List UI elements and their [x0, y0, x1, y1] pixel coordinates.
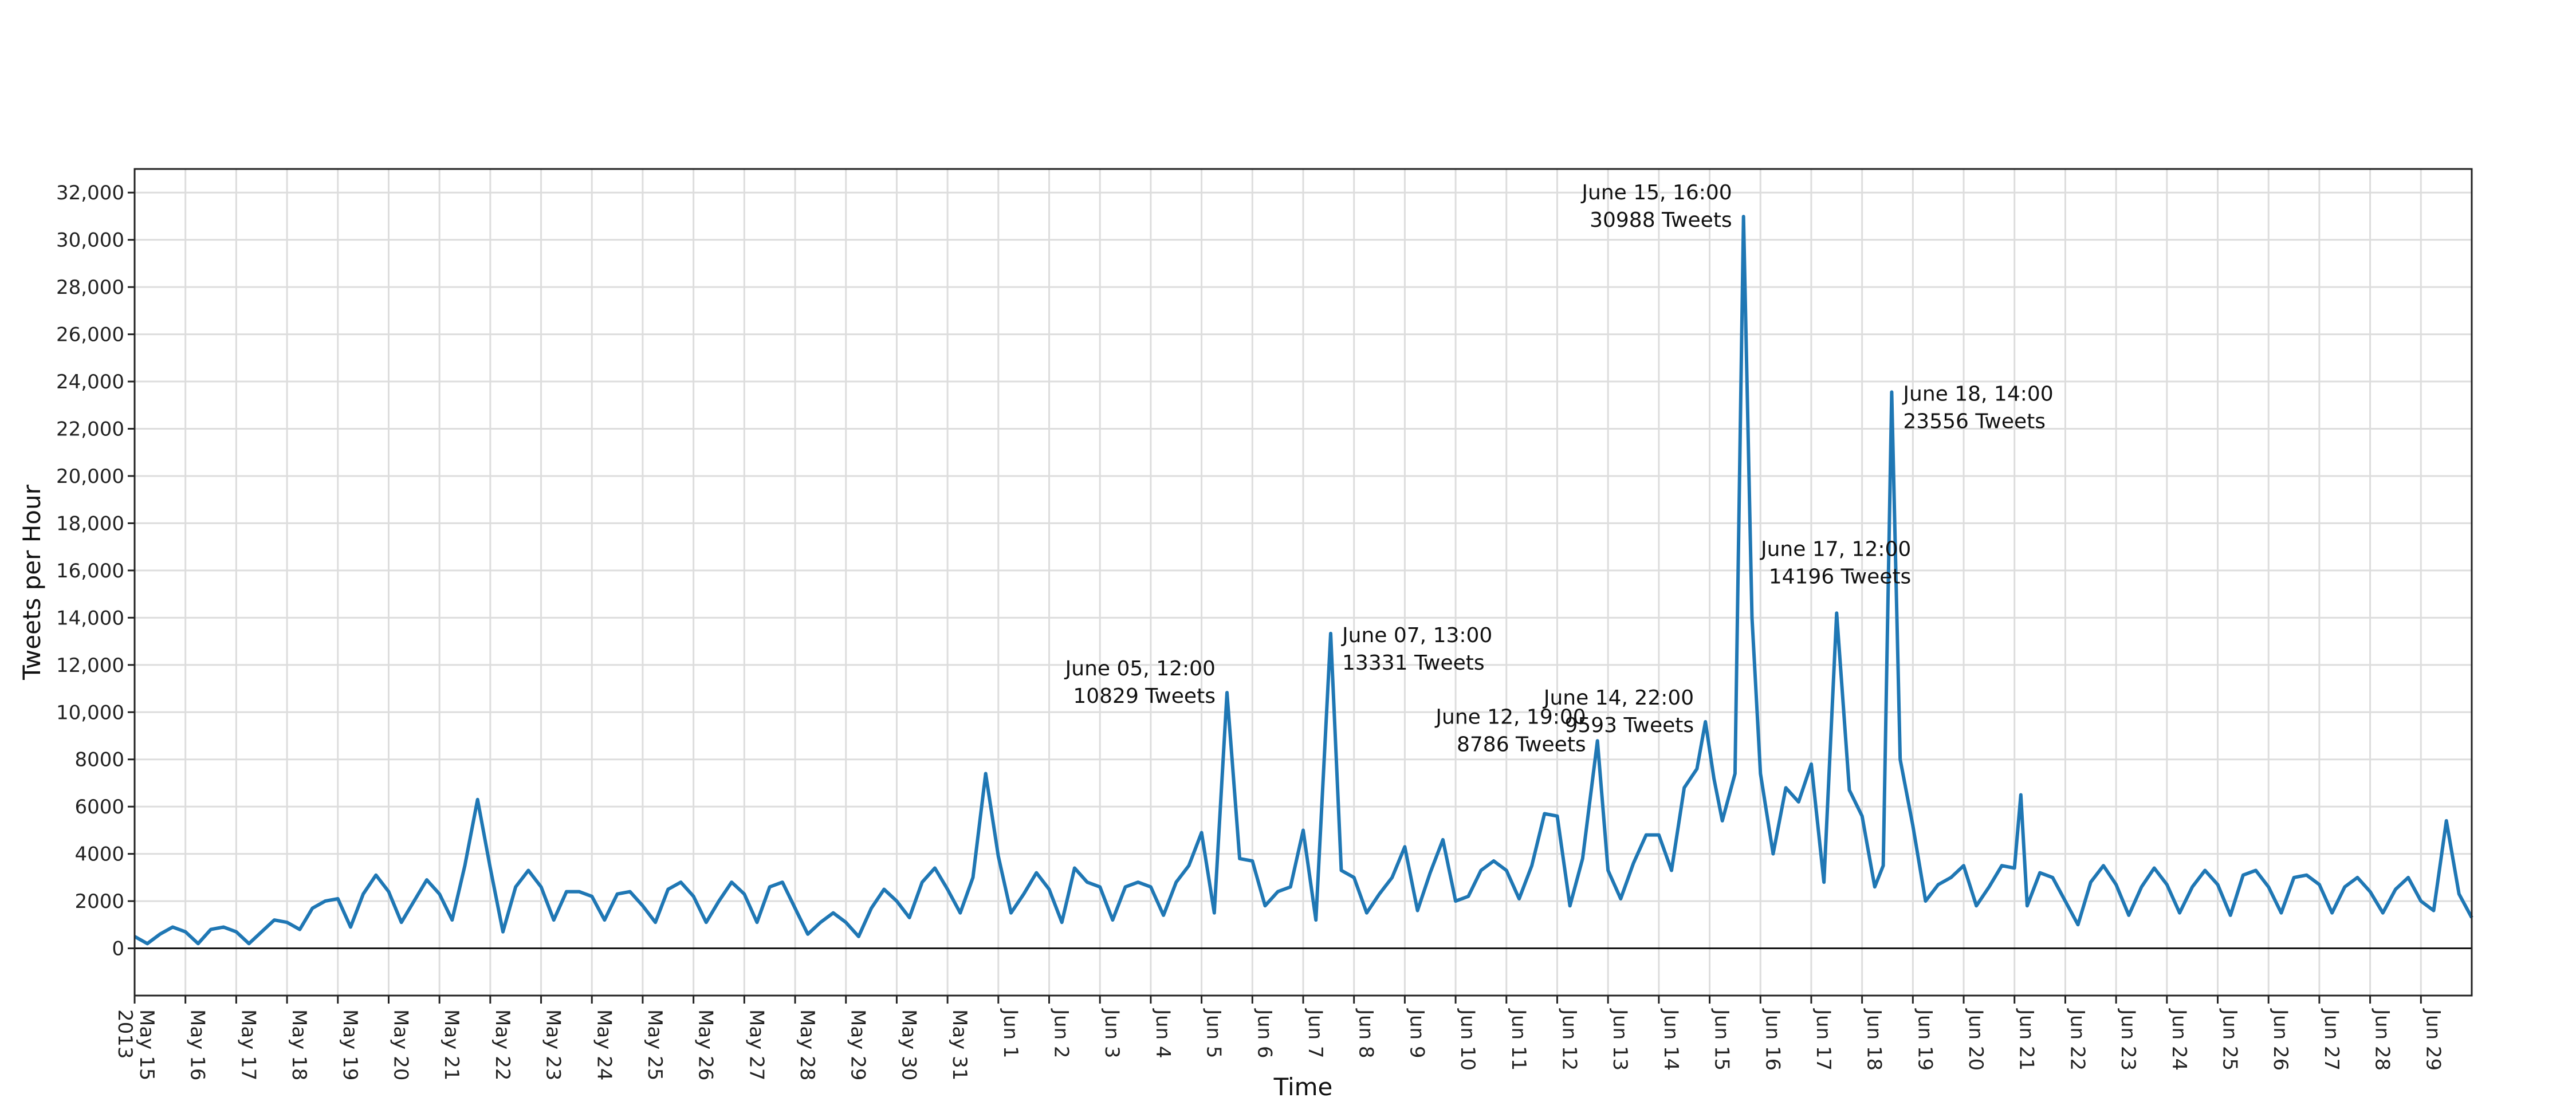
gridlines	[133, 169, 2472, 996]
y-axis-title: Tweets per Hour	[18, 484, 46, 680]
y-tick-label: 8000	[74, 749, 124, 772]
x-tick-label: May 15	[135, 1009, 158, 1080]
x-tick-label: May 17	[237, 1009, 259, 1080]
annotation-time: June 18, 14:00	[1902, 382, 2053, 406]
peak-annotation: June 15, 16:00 30988 Tweets	[1580, 181, 1732, 232]
x-tick-label: May 22	[491, 1009, 514, 1080]
annotation-count: 23556 Tweets	[1903, 410, 2046, 433]
x-tick-label: Jun 5	[1202, 1008, 1225, 1059]
x-tick-label: Jun 29	[2421, 1008, 2444, 1071]
x-tick-label: Jun 13	[1608, 1008, 1631, 1071]
y-tick-label: 14,000	[56, 607, 124, 630]
annotation-count: 13331 Tweets	[1342, 651, 1485, 675]
x-tick-label: Jun 24	[2168, 1008, 2190, 1071]
x-tick-label: May 30	[897, 1009, 920, 1080]
x-tick-label: Jun 27	[2320, 1008, 2343, 1071]
x-tick-label: Jun 26	[2269, 1008, 2292, 1071]
y-tick-label: 22,000	[56, 418, 124, 441]
x-tick-label: May 18	[288, 1009, 310, 1080]
x-tick-label: Jun 23	[2117, 1008, 2140, 1071]
x-tick-label: Jun 19	[1913, 1008, 1936, 1071]
x-tick-label: Jun 11	[1507, 1008, 1530, 1071]
y-tick-label: 2000	[74, 890, 124, 913]
annotation-time: June 15, 16:00	[1580, 181, 1732, 204]
y-tick-label: 18,000	[56, 512, 124, 535]
x-tick-label: May 31	[948, 1009, 971, 1080]
y-tick-label: 4000	[74, 843, 124, 866]
annotation-time: June 14, 22:00	[1543, 686, 1694, 710]
series-line	[133, 215, 2473, 946]
peak-annotations: June 05, 12:00 10829 Tweets June 07, 13:00…	[1064, 181, 2054, 756]
x-tick-label: Jun 21	[2015, 1008, 2038, 1071]
x-tick-year-label: 2013	[113, 1009, 136, 1059]
x-tick-label: Jun 28	[2371, 1008, 2394, 1071]
y-tick-label: 6000	[74, 796, 124, 819]
y-tick-label: 10,000	[56, 701, 124, 724]
annotation-time: June 17, 12:00	[1760, 537, 1911, 561]
annotation-time: June 05, 12:00	[1064, 657, 1216, 681]
x-tick-label: Jun 20	[1964, 1008, 1987, 1071]
x-tick-label: Jun 3	[1100, 1008, 1123, 1059]
x-tick-label: Jun 9	[1405, 1008, 1428, 1059]
x-tick-label: Jun 10	[1456, 1008, 1479, 1071]
x-tick-label: May 19	[339, 1009, 361, 1080]
x-tick-label: Jun 6	[1253, 1008, 1276, 1059]
annotation-count: 9593 Tweets	[1564, 714, 1694, 737]
annotation-time: June 12, 19:00	[1434, 705, 1586, 729]
x-tick-label: Jun 2	[1050, 1008, 1073, 1059]
y-tick-label: 20,000	[56, 465, 124, 488]
x-tick-label: May 23	[542, 1009, 565, 1080]
annotation-count: 10829 Tweets	[1073, 685, 1216, 708]
x-tick-label: Jun 18	[1863, 1008, 1886, 1071]
x-tick-label: Jun 22	[2066, 1008, 2089, 1071]
x-tick-label: May 27	[745, 1009, 768, 1080]
x-tick-label: Jun 12	[1558, 1008, 1580, 1071]
x-tick-label: May 20	[389, 1009, 412, 1080]
annotation-count: 30988 Tweets	[1590, 209, 1732, 232]
y-tick-label: 12,000	[56, 654, 124, 677]
x-tick-label: May 25	[643, 1009, 666, 1080]
x-tick-label: May 26	[694, 1009, 717, 1080]
x-tick-label: Jun 4	[1151, 1008, 1174, 1059]
y-tick-label: 0	[112, 938, 124, 961]
x-tick-label: Jun 8	[1355, 1008, 1378, 1059]
peak-annotation: June 17, 12:00 14196 Tweets	[1760, 537, 1911, 588]
peak-annotation: June 05, 12:00 10829 Tweets	[1064, 657, 1216, 708]
annotation-count: 14196 Tweets	[1769, 565, 1912, 588]
annotation-time: June 07, 13:00	[1341, 624, 1492, 647]
y-tick-label: 26,000	[56, 324, 124, 347]
series-line-group	[133, 215, 2473, 946]
x-tick-label: May 24	[592, 1009, 615, 1080]
y-tick-label: 24,000	[56, 371, 124, 394]
x-tick-label: Jun 17	[1812, 1008, 1835, 1071]
y-axis-ticks: 0 2000 4000 6000 8000 10,000 12,000 14,000 16,00…	[56, 182, 135, 961]
x-tick-label: May 16	[186, 1009, 209, 1080]
peak-annotation: June 14, 22:00 9593 Tweets	[1543, 686, 1694, 737]
y-tick-label: 30,000	[56, 229, 124, 252]
x-tick-label: May 29	[847, 1009, 870, 1080]
x-tick-label: Jun 25	[2219, 1008, 2241, 1071]
peak-annotation: June 12, 19:00 8786 Tweets	[1434, 705, 1586, 756]
x-tick-label: Jun 1	[999, 1008, 1022, 1059]
x-tick-label: Jun 16	[1761, 1008, 1784, 1071]
x-tick-label: Jun 15	[1710, 1008, 1733, 1071]
y-tick-label: 28,000	[56, 276, 124, 299]
x-tick-label: Jun 7	[1304, 1008, 1327, 1059]
x-tick-label: May 28	[796, 1009, 819, 1080]
peak-annotation: June 07, 13:00 13331 Tweets	[1341, 624, 1492, 675]
peak-annotation: June 18, 14:00 23556 Tweets	[1902, 382, 2053, 433]
annotation-count: 8786 Tweets	[1457, 733, 1586, 756]
x-tick-label: May 21	[440, 1009, 463, 1080]
y-tick-label: 16,000	[56, 560, 124, 583]
x-tick-label: Jun 14	[1659, 1008, 1682, 1071]
x-axis-title: Time	[1273, 1073, 1333, 1101]
y-tick-label: 32,000	[56, 182, 124, 204]
